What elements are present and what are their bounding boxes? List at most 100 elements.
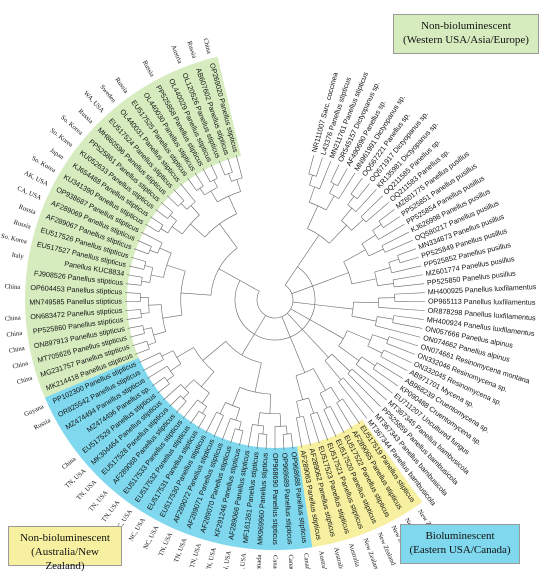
tip-branch bbox=[394, 284, 424, 287]
country-label: TN, USA bbox=[88, 489, 110, 513]
internal-branch bbox=[309, 187, 314, 202]
tip-branch bbox=[141, 232, 162, 243]
internal-branch bbox=[203, 341, 226, 360]
tip-branch bbox=[126, 284, 141, 286]
country-label: Australia bbox=[347, 543, 361, 568]
tip-branch bbox=[167, 196, 178, 207]
internal-branch bbox=[258, 413, 260, 426]
country-label: Sweden bbox=[98, 84, 117, 105]
tip-branch bbox=[170, 396, 181, 407]
internal-branch bbox=[341, 208, 351, 220]
tip-branch bbox=[134, 249, 148, 254]
country-label: TN, USA bbox=[205, 547, 218, 569]
country-label: MA, USA bbox=[238, 553, 248, 569]
internal-branch bbox=[167, 376, 174, 381]
internal-branch bbox=[362, 235, 376, 244]
internal-branch bbox=[183, 393, 189, 399]
tip-branch bbox=[392, 266, 421, 273]
tip-branch bbox=[214, 415, 224, 437]
tip-branch bbox=[331, 164, 339, 182]
tip-branch bbox=[143, 360, 164, 371]
taxon-label: OP968690 Panellus stipticus bbox=[271, 453, 280, 545]
internal-branch bbox=[160, 248, 172, 253]
internal-branch bbox=[177, 348, 194, 358]
tip-branch bbox=[257, 434, 259, 449]
tip-branch bbox=[188, 178, 197, 190]
tip-branch bbox=[128, 326, 143, 329]
internal-branch bbox=[239, 422, 241, 430]
internal-branch bbox=[297, 235, 319, 267]
tip-branch bbox=[393, 275, 423, 280]
root-branch bbox=[285, 267, 297, 285]
internal-branch bbox=[352, 316, 376, 321]
internal-branch bbox=[339, 346, 359, 361]
country-label: Australia bbox=[332, 547, 345, 569]
tip-branch bbox=[383, 217, 399, 228]
root-branch bbox=[240, 281, 259, 292]
internal-branch bbox=[141, 313, 149, 314]
country-label: TN, USA bbox=[75, 479, 98, 502]
country-label: Russia bbox=[33, 417, 52, 431]
internal-branch bbox=[255, 363, 261, 392]
internal-branch bbox=[377, 317, 393, 320]
internal-branch bbox=[344, 250, 366, 262]
tip-branch bbox=[231, 429, 236, 444]
internal-branch bbox=[329, 225, 346, 243]
country-label: China bbox=[202, 38, 213, 55]
tip-branch bbox=[361, 196, 383, 217]
country-label: Canada bbox=[255, 554, 263, 569]
tip-branch bbox=[139, 353, 160, 363]
tip-branch bbox=[129, 266, 144, 269]
country-label: Canada bbox=[302, 553, 311, 569]
root-branch bbox=[292, 286, 313, 294]
tip-branch bbox=[195, 173, 203, 186]
internal-branch bbox=[181, 293, 211, 295]
country-label: Canada bbox=[271, 555, 278, 569]
internal-branch bbox=[310, 320, 344, 339]
tip-branch bbox=[176, 401, 186, 413]
country-label: So. Korea bbox=[0, 233, 27, 246]
country-label: Russia bbox=[18, 203, 37, 216]
internal-branch bbox=[190, 224, 205, 237]
tip-branch bbox=[393, 323, 423, 329]
internal-branch bbox=[331, 387, 340, 401]
country-label: Russia bbox=[185, 40, 197, 59]
tip-branch bbox=[373, 369, 398, 386]
internal-branch bbox=[185, 380, 194, 389]
internal-branch bbox=[348, 196, 354, 204]
tip-branch bbox=[219, 161, 225, 175]
country-label: NC, USA bbox=[142, 524, 160, 550]
tip-branch bbox=[356, 189, 376, 211]
tip-branch bbox=[135, 349, 149, 355]
country-label: CA, USA bbox=[16, 185, 43, 202]
country-label: TN, USA bbox=[100, 499, 121, 523]
tip-branch bbox=[152, 377, 165, 386]
legend-western-line2: (Western USA/Asia/Europe) bbox=[400, 33, 532, 47]
tip-branch bbox=[146, 224, 159, 232]
tip-branch bbox=[316, 158, 322, 177]
internal-branch bbox=[309, 175, 312, 185]
internal-branch bbox=[163, 315, 182, 318]
internal-branch bbox=[154, 332, 166, 336]
internal-branch bbox=[149, 305, 162, 306]
tip-branch bbox=[338, 168, 347, 185]
tip-branch bbox=[174, 189, 184, 200]
internal-branch bbox=[325, 361, 341, 380]
country-label: TN, USA bbox=[173, 537, 189, 563]
tip-branch bbox=[366, 202, 389, 222]
internal-branch bbox=[315, 305, 353, 309]
country-label: So. Korea bbox=[59, 114, 84, 137]
internal-branch bbox=[307, 206, 317, 229]
country-label: China bbox=[12, 360, 29, 371]
country-label: Austria bbox=[169, 44, 183, 65]
internal-branch bbox=[296, 376, 303, 400]
internal-branch bbox=[201, 372, 214, 387]
country-label: Russia bbox=[113, 76, 129, 94]
country-label: TN, USA bbox=[158, 531, 175, 557]
tip-branch bbox=[398, 249, 416, 256]
root-branch bbox=[287, 313, 302, 329]
country-label: Russia bbox=[141, 59, 156, 78]
country-label: Russia bbox=[13, 219, 32, 231]
internal-branch bbox=[368, 346, 383, 353]
